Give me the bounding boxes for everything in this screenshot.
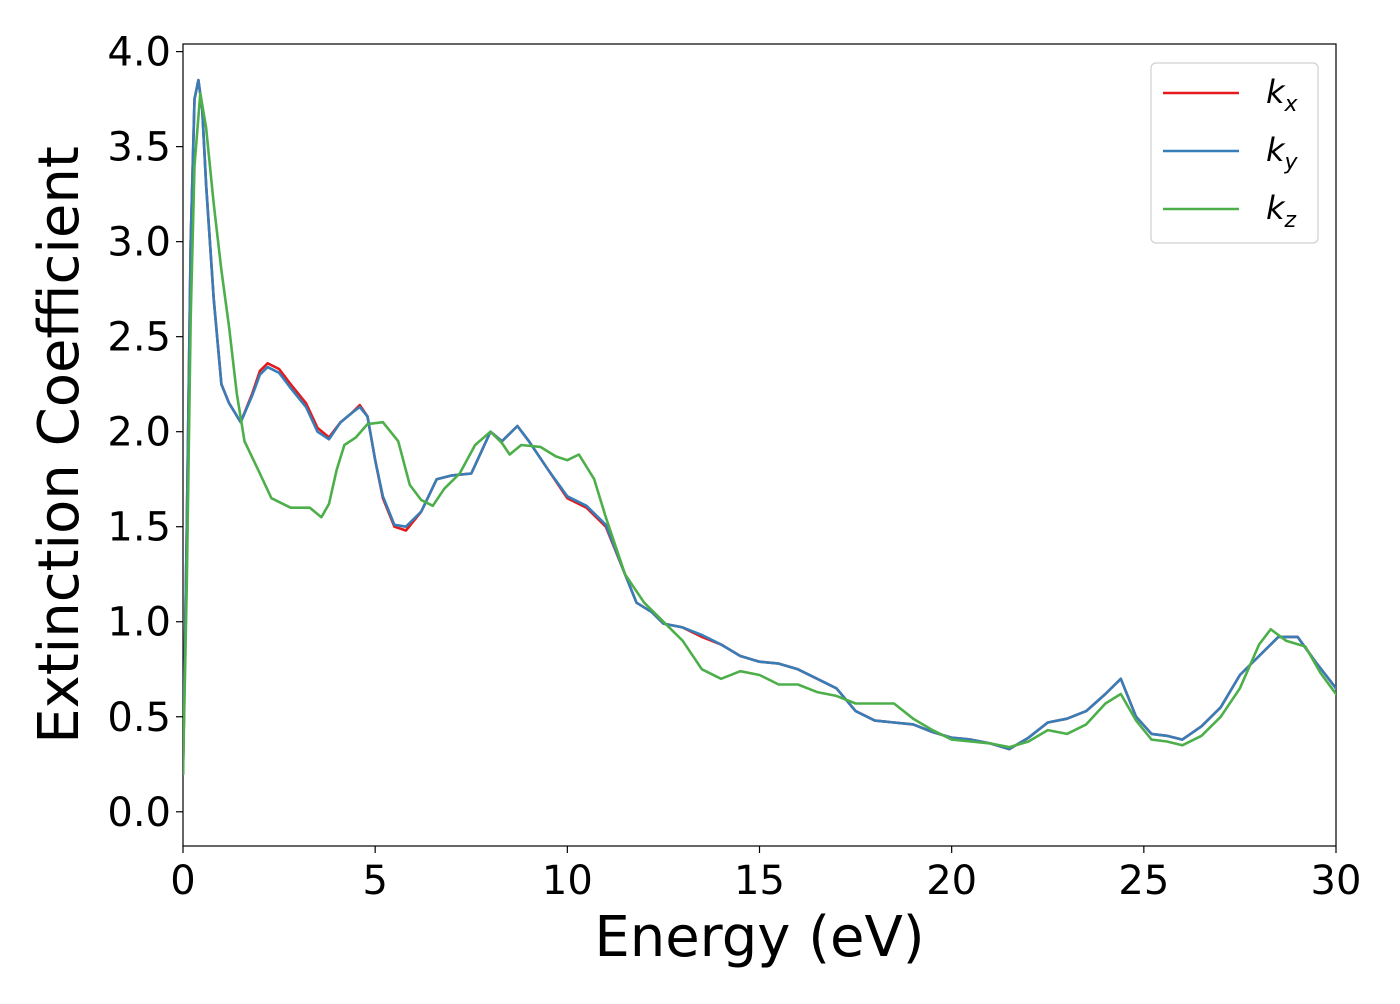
legend-label-z: kz xyxy=(1266,189,1297,233)
y-axis-title: Extinction Coefficient xyxy=(27,146,92,744)
x-tick-label: 5 xyxy=(362,858,387,904)
y-tick-label: 4.0 xyxy=(107,30,171,76)
y-tick-label: 0.0 xyxy=(107,790,171,836)
x-tick-label: 0 xyxy=(170,858,195,904)
y-tick-label: 1.0 xyxy=(107,600,171,646)
y-axis-ticks: 0.0 0.5 1.0 1.5 2.0 2.5 3.0 3.5 4.0 xyxy=(107,30,183,836)
y-tick-label: 3.5 xyxy=(107,125,171,171)
y-tick-label: 1.5 xyxy=(107,505,171,551)
legend-frame xyxy=(1150,62,1319,244)
legend-label-y: ky xyxy=(1266,131,1299,175)
legend-label-sub: z xyxy=(1284,208,1297,233)
series-line-z xyxy=(183,92,1336,776)
x-tick-label: 30 xyxy=(1311,858,1362,904)
legend-label-sub: y xyxy=(1284,150,1299,175)
y-tick-label: 2.0 xyxy=(107,410,171,456)
x-tick-label: 10 xyxy=(542,858,593,904)
legend-label-base: k xyxy=(1266,73,1286,111)
y-tick-label: 3.0 xyxy=(107,220,171,266)
y-tick-label: 2.5 xyxy=(107,315,171,361)
legend-label-sub: x xyxy=(1284,92,1299,117)
x-axis-ticks: 0 5 10 15 20 25 30 xyxy=(170,846,1361,904)
series-lines xyxy=(183,78,1336,776)
legend-label-base: k xyxy=(1266,131,1286,169)
legend-label-base: k xyxy=(1266,189,1286,227)
x-tick-label: 20 xyxy=(926,858,977,904)
x-axis-title: Energy (eV) xyxy=(594,905,924,970)
x-tick-label: 15 xyxy=(734,858,785,904)
x-tick-label: 25 xyxy=(1118,858,1169,904)
y-tick-label: 0.5 xyxy=(107,695,171,741)
legend-label-x: kx xyxy=(1266,73,1299,117)
